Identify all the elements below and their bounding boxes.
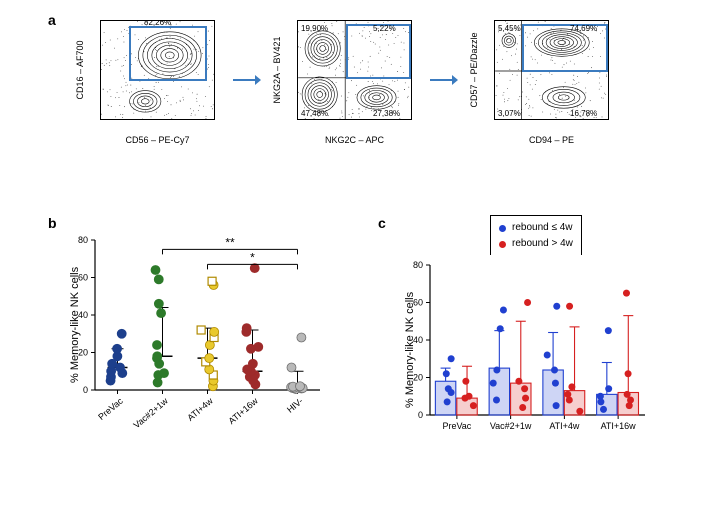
gate-pct: 82,26% bbox=[144, 20, 171, 27]
svg-text:**: ** bbox=[225, 235, 235, 249]
panel-b-label: b bbox=[48, 215, 57, 231]
svg-text:0: 0 bbox=[83, 385, 88, 395]
legend-item: rebound ≤ 4w bbox=[499, 220, 573, 236]
y-axis-label: NKG2A – BV421 bbox=[227, 20, 327, 120]
quadrant-q2: 5,22% bbox=[373, 24, 396, 33]
quadrant-q4: 16,78% bbox=[570, 109, 597, 118]
gate-box bbox=[129, 26, 207, 81]
panel-b-y-title: % Memory-like NK cells bbox=[69, 243, 81, 383]
svg-text:PreVac: PreVac bbox=[442, 421, 471, 431]
panel-c-chart: 020406080PreVacVac#2+1wATI+4wATI+16w bbox=[395, 255, 650, 450]
svg-text:ATI+16w: ATI+16w bbox=[601, 421, 637, 431]
svg-text:Vac#2+1w: Vac#2+1w bbox=[490, 421, 532, 431]
panel-b-chart: 020406080PreVacVac#2+1wATI+4wATI+16wHIV-… bbox=[60, 230, 310, 425]
svg-text:*: * bbox=[250, 250, 255, 264]
panel-a-row: 82,26%CD16 – AF700CD56 – PE-Cy7 19,90%5,2… bbox=[70, 15, 619, 145]
legend-item: rebound > 4w bbox=[499, 236, 573, 252]
svg-text:ATI+4w: ATI+4w bbox=[185, 396, 215, 423]
legend-dot-icon bbox=[499, 225, 506, 232]
svg-text:ATI+16w: ATI+16w bbox=[226, 396, 260, 427]
x-axis-label: NKG2C – APC bbox=[297, 135, 412, 145]
legend-text: rebound > 4w bbox=[512, 236, 573, 252]
legend-dot-icon bbox=[499, 241, 506, 248]
svg-text:0: 0 bbox=[418, 410, 423, 420]
y-axis-label: CD57 – PE/Dazzle bbox=[424, 20, 524, 120]
flow-plot-2: 5,45%74,69%3,07%16,78%CD57 – PE/DazzleCD… bbox=[464, 15, 619, 145]
legend-text: rebound ≤ 4w bbox=[512, 220, 573, 236]
panel-c-label: c bbox=[378, 215, 386, 231]
panel-c-y-title: % Memory-like NK cells bbox=[404, 268, 416, 408]
x-axis-label: CD56 – PE-Cy7 bbox=[100, 135, 215, 145]
svg-text:ATI+4w: ATI+4w bbox=[549, 421, 580, 431]
svg-text:Vac#2+1w: Vac#2+1w bbox=[131, 396, 170, 431]
svg-text:HIV-: HIV- bbox=[285, 396, 305, 415]
quadrant-q4: 27,38% bbox=[373, 109, 400, 118]
figure-root: a 82,26%CD16 – AF700CD56 – PE-Cy719,90%5… bbox=[0, 0, 721, 523]
quadrant-q2: 74,69% bbox=[570, 24, 597, 33]
flow-plot-0: 82,26%CD16 – AF700CD56 – PE-Cy7 bbox=[70, 15, 225, 145]
panel-c-legend: rebound ≤ 4wrebound > 4w bbox=[490, 215, 582, 257]
svg-text:PreVac: PreVac bbox=[96, 396, 125, 423]
x-axis-label: CD94 – PE bbox=[494, 135, 609, 145]
y-axis-label: CD16 – AF700 bbox=[30, 20, 130, 120]
flow-plot-1: 19,90%5,22%47,48%27,38%NKG2A – BV421NKG2… bbox=[267, 15, 422, 145]
